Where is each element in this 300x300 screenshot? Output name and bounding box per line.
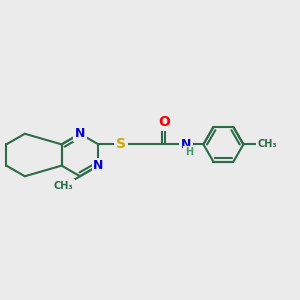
Text: CH₃: CH₃ bbox=[258, 140, 278, 149]
Text: CH₃: CH₃ bbox=[54, 181, 74, 190]
Text: H: H bbox=[185, 147, 193, 158]
Text: N: N bbox=[75, 127, 85, 140]
Text: O: O bbox=[159, 115, 171, 129]
Text: N: N bbox=[181, 138, 191, 151]
Text: N: N bbox=[93, 159, 103, 172]
Text: S: S bbox=[116, 137, 126, 152]
